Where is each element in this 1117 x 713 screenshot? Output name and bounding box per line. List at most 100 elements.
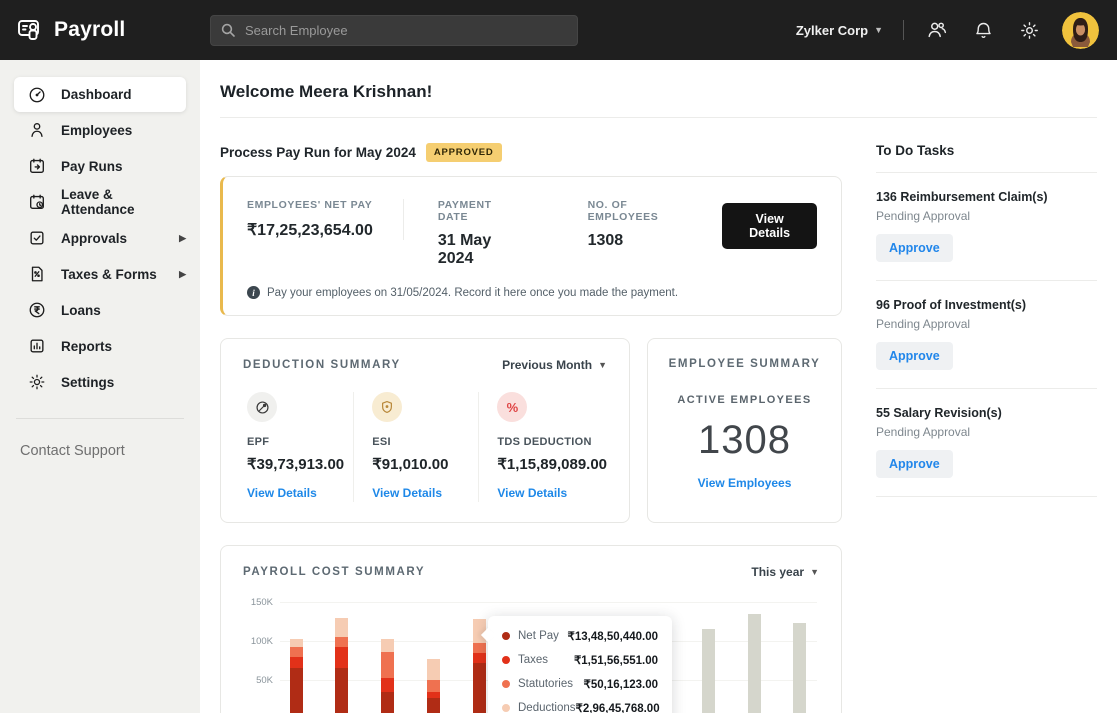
deduction-item-esi: ESI ₹91,010.00 View Details xyxy=(353,392,478,502)
org-selector[interactable]: Zylker Corp ▼ xyxy=(796,23,883,38)
taxes-forms-icon xyxy=(28,265,46,283)
page-title: Welcome Meera Krishnan! xyxy=(220,82,433,101)
employee-count-label: NO. OF EMPLOYEES xyxy=(587,199,659,223)
tooltip-value: ₹1,51,56,551.00 xyxy=(573,655,658,667)
chart-bar-segment[interactable] xyxy=(426,680,440,693)
sidebar-item-dashboard[interactable]: Dashboard xyxy=(14,77,186,112)
tds-percent-icon: % xyxy=(497,392,528,422)
employee-count-value: 1308 xyxy=(587,232,624,249)
chart-bar-segment[interactable] xyxy=(289,657,303,669)
deduction-item-epf: EPF ₹39,73,913.00 View Details xyxy=(243,392,353,502)
chart-gridline xyxy=(280,602,817,603)
approve-button[interactable]: Approve xyxy=(876,234,953,262)
chart-bar-segment[interactable] xyxy=(747,614,761,713)
search-box xyxy=(210,14,578,46)
chart-bar-segment[interactable] xyxy=(701,629,715,713)
payment-date-label: PAYMENT DATE xyxy=(437,199,492,223)
view-details-button[interactable]: View Details xyxy=(722,203,817,249)
chart-bar-segment[interactable] xyxy=(381,651,395,679)
bell-icon[interactable] xyxy=(970,17,996,43)
tooltip-row: Statutories ₹50,16,123.00 xyxy=(502,677,658,691)
payrun-note: Pay your employees on 31/05/2024. Record… xyxy=(267,286,679,299)
sidebar-item-employees[interactable]: Employees xyxy=(0,112,200,148)
chart-bar-segment[interactable] xyxy=(335,668,349,713)
main-content: Welcome Meera Krishnan! Process Pay Run … xyxy=(200,60,1117,713)
gear-icon[interactable] xyxy=(1016,17,1042,43)
view-employees-link[interactable]: View Employees xyxy=(697,476,792,490)
tooltip-row: Net Pay ₹13,48,50,440.00 xyxy=(502,629,658,643)
chart-tooltip: Net Pay ₹13,48,50,440.00 Taxes ₹1,51,56,… xyxy=(488,616,672,713)
chevron-down-icon: ▼ xyxy=(874,25,883,35)
tooltip-label: Taxes xyxy=(518,654,549,666)
deduction-summary-title: DEDUCTION SUMMARY xyxy=(243,359,401,371)
sidebar-item-taxes-forms[interactable]: Taxes & Forms ▶ xyxy=(0,256,200,292)
chart-bar-segment[interactable] xyxy=(381,692,395,713)
chart-bar-segment[interactable] xyxy=(426,698,440,713)
users-icon[interactable] xyxy=(924,17,950,43)
chart-bar-segment[interactable] xyxy=(381,639,395,652)
epf-view-details-link[interactable]: View Details xyxy=(247,486,317,500)
payrun-card: EMPLOYEES' NET PAY ₹17,25,23,654.00 PAYM… xyxy=(220,176,842,316)
task-status: Pending Approval xyxy=(876,209,971,223)
sidebar-item-leave-attendance[interactable]: Leave & Attendance xyxy=(0,184,200,220)
tooltip-value: ₹50,16,123.00 xyxy=(583,679,658,691)
sidebar-item-label: Dashboard xyxy=(61,87,132,102)
sidebar-item-settings[interactable]: Settings xyxy=(0,364,200,400)
app-brand: Payroll xyxy=(0,16,210,44)
task-status: Pending Approval xyxy=(876,425,971,439)
esi-view-details-link[interactable]: View Details xyxy=(372,486,443,500)
chart-bar-segment[interactable] xyxy=(426,658,440,680)
approve-button[interactable]: Approve xyxy=(876,342,953,370)
payrun-section-title: Process Pay Run for May 2024 xyxy=(220,145,416,160)
reports-icon xyxy=(28,337,46,355)
chart-bar-segment[interactable] xyxy=(335,617,349,638)
tds-view-details-link[interactable]: View Details xyxy=(497,486,568,500)
sidebar-item-reports[interactable]: Reports xyxy=(0,328,200,364)
tooltip-row: Taxes ₹1,51,56,551.00 xyxy=(502,653,658,667)
chart-bar-segment[interactable] xyxy=(289,668,303,713)
deduction-period-select[interactable]: Previous Month ▼ xyxy=(502,358,607,372)
chart-bar-segment[interactable] xyxy=(335,637,349,648)
task-title: 55 Salary Revision(s) xyxy=(876,406,1002,420)
deduction-period-value: Previous Month xyxy=(502,358,593,372)
payroll-cost-period-select[interactable]: This year ▼ xyxy=(751,565,819,579)
chart-bar-segment[interactable] xyxy=(381,678,395,693)
payroll-cost-period-value: This year xyxy=(751,565,805,579)
sidebar-item-label: Reports xyxy=(61,338,113,354)
contact-support-link[interactable]: Contact Support xyxy=(20,443,125,459)
payroll-cost-card: PAYROLL COST SUMMARY This year ▼ Net Pay… xyxy=(220,545,842,713)
sidebar-item-label: Pay Runs xyxy=(61,158,123,174)
search-input[interactable] xyxy=(210,14,578,46)
active-employees-count: 1308 xyxy=(698,418,791,462)
status-badge: APPROVED xyxy=(425,143,502,162)
chart-bar-segment[interactable] xyxy=(289,639,303,648)
payment-date-value: 31 May 2024 xyxy=(437,232,492,267)
user-avatar[interactable] xyxy=(1062,11,1099,49)
chart-bar-segment[interactable] xyxy=(472,642,486,654)
deductions-legend-dot xyxy=(502,704,510,712)
approve-button[interactable]: Approve xyxy=(876,450,953,478)
org-name: Zylker Corp xyxy=(795,22,869,38)
deduction-summary-card: DEDUCTION SUMMARY Previous Month ▼ xyxy=(220,338,630,523)
leave-attendance-icon xyxy=(28,193,46,211)
task-title: 96 Proof of Investment(s) xyxy=(876,298,1027,312)
info-icon: i xyxy=(247,286,260,299)
sidebar-item-loans[interactable]: Loans xyxy=(0,292,200,328)
chart-bar-segment[interactable] xyxy=(426,692,440,699)
chart-bar-segment[interactable] xyxy=(289,647,303,658)
sidebar-item-label: Loans xyxy=(61,302,101,318)
deduction-value: ₹39,73,913.00 xyxy=(247,456,345,473)
chart-bar-segment[interactable] xyxy=(335,647,349,669)
payroll-logo-icon xyxy=(16,16,44,44)
chart-bar-segment[interactable] xyxy=(472,662,486,713)
tooltip-row: Deductions ₹2,96,45,768.00 xyxy=(502,701,660,713)
chart-bar-segment[interactable] xyxy=(793,623,807,713)
chart-tick-label: 50K xyxy=(256,675,273,686)
sidebar-divider xyxy=(16,418,184,419)
sidebar-item-pay-runs[interactable]: Pay Runs xyxy=(0,148,200,184)
app-title: Payroll xyxy=(54,18,126,41)
employee-summary-card: EMPLOYEE SUMMARY ACTIVE EMPLOYEES 1308 V… xyxy=(647,338,842,523)
chart-bar-segment[interactable] xyxy=(472,653,486,663)
payroll-cost-chart: Net Pay ₹13,48,50,440.00 Taxes ₹1,51,56,… xyxy=(243,592,819,713)
sidebar-item-approvals[interactable]: Approvals ▶ xyxy=(0,220,200,256)
